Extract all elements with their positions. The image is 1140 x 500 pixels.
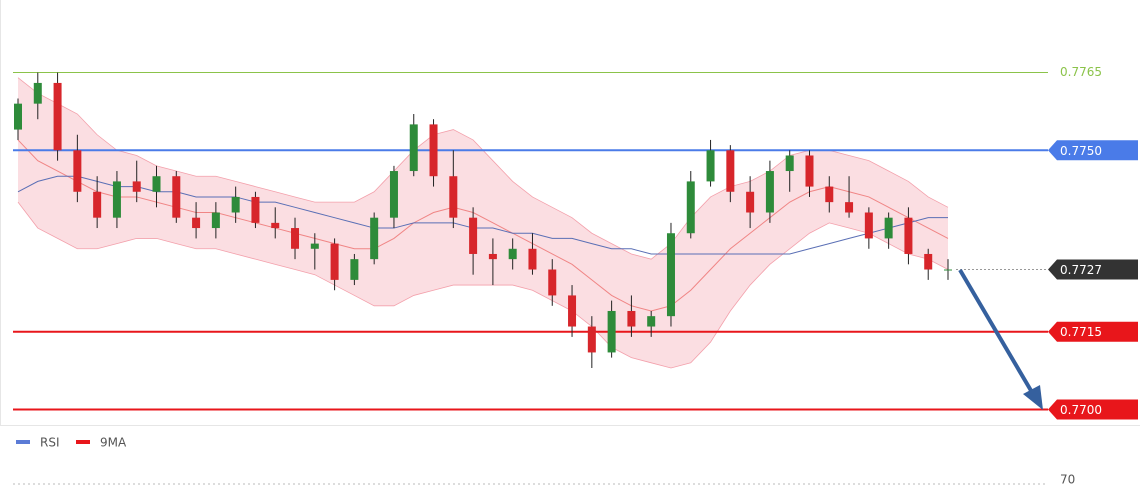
bollinger-band-area	[18, 77, 948, 368]
candle-body	[548, 269, 557, 296]
candle-body	[508, 248, 517, 260]
level-label: 0.7727	[1060, 263, 1102, 277]
candle-body	[765, 171, 774, 213]
candle-body	[746, 191, 755, 213]
candle-body	[132, 181, 141, 192]
candle-body	[825, 186, 834, 203]
candle-body	[924, 253, 933, 270]
candle-body	[389, 171, 398, 218]
candle-body	[330, 243, 339, 280]
candle-body	[904, 217, 913, 254]
forecast-arrowhead	[1023, 385, 1043, 410]
candle-body	[845, 202, 854, 213]
level-label-box	[1048, 140, 1138, 161]
candle-body	[429, 124, 438, 177]
legend-swatch	[76, 440, 90, 444]
candle-body	[14, 103, 22, 130]
candle-body	[310, 243, 319, 249]
candle-body	[291, 228, 300, 249]
candle-body	[469, 217, 478, 254]
candle-body	[666, 233, 675, 317]
level-label: 0.7750	[1060, 144, 1102, 158]
candle-body	[370, 217, 379, 260]
candle-body	[686, 181, 695, 234]
candle-body	[350, 259, 359, 280]
indicator-tick-label: 70	[1060, 473, 1075, 487]
candle-body	[112, 181, 121, 218]
candle-body	[726, 150, 735, 192]
candle-body	[172, 176, 181, 218]
candle-body	[409, 124, 418, 172]
legend-swatch	[16, 440, 30, 444]
candle-body	[805, 155, 814, 187]
candle-body	[152, 176, 161, 192]
candle-body	[192, 217, 201, 229]
candle-body	[528, 248, 537, 270]
level-label: 0.7700	[1060, 403, 1102, 417]
candle-body	[449, 176, 458, 218]
candle-body	[607, 310, 616, 353]
level-label-box	[1048, 399, 1138, 420]
level-label: 0.7765	[1060, 65, 1102, 79]
candle-body	[884, 217, 893, 239]
candle-body	[587, 326, 596, 353]
legend-label: 9MA	[100, 436, 127, 450]
level-label-box	[1048, 259, 1138, 280]
candle-body	[488, 253, 497, 260]
candle-body	[33, 82, 42, 104]
candle-body	[73, 150, 82, 192]
candle-body	[706, 150, 715, 182]
legend-label: RSI	[40, 436, 60, 450]
candle-body	[864, 212, 873, 239]
candle-body	[53, 82, 62, 151]
candle-body	[271, 222, 280, 229]
candle-body	[251, 196, 260, 223]
candle-body	[211, 212, 220, 229]
candle-body	[568, 295, 577, 327]
candle-body	[627, 310, 636, 327]
candle-body	[647, 316, 656, 327]
bollinger-lower	[17, 201, 949, 369]
level-label: 0.7715	[1060, 325, 1102, 339]
level-label-box	[1048, 321, 1138, 342]
candle-body	[944, 269, 952, 271]
candle-body	[93, 191, 102, 218]
candle-body	[231, 196, 240, 213]
forecast-arrow	[958, 268, 1035, 396]
candle-body	[785, 155, 794, 172]
